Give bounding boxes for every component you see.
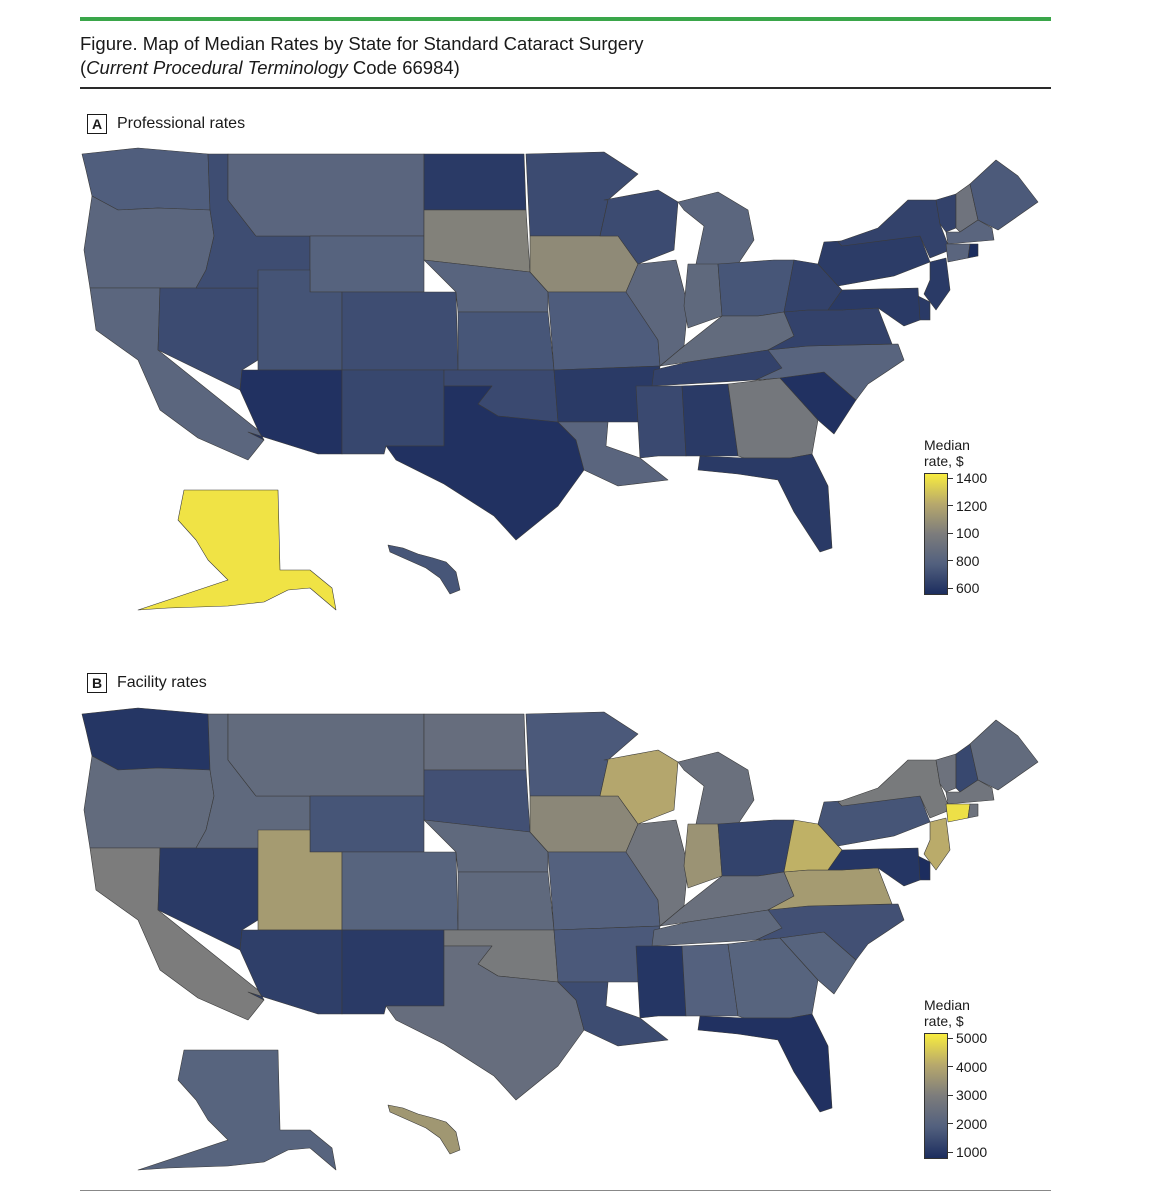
state-al xyxy=(681,943,739,1017)
state-me xyxy=(969,159,1039,231)
legend-title-a: Median rate, $ xyxy=(924,437,970,469)
panel-b-title: Facility rates xyxy=(117,674,207,691)
state-tx xyxy=(385,945,585,1101)
figure-title-line2: (Current Procedural Terminology Code 669… xyxy=(80,57,460,78)
state-wy xyxy=(309,795,425,853)
state-nj xyxy=(923,257,951,311)
bottom-divider xyxy=(80,1190,1051,1191)
legend-scale-b: 5000 4000 3000 2000 1000 xyxy=(924,1030,1044,1160)
state-ak xyxy=(137,489,337,611)
state-nm xyxy=(341,929,445,1015)
title-divider xyxy=(80,87,1051,89)
panel-a-header: A Professional rates xyxy=(87,114,245,134)
state-co xyxy=(341,851,459,931)
state-hi xyxy=(387,544,461,595)
state-pa xyxy=(817,235,931,287)
state-tx xyxy=(385,385,585,541)
state-fl xyxy=(697,1013,833,1113)
figure-title-line1: Figure. Map of Median Rates by State for… xyxy=(80,33,644,54)
legend-colorbar-a xyxy=(924,473,948,595)
state-md xyxy=(827,847,921,887)
legend-tick: 1400 xyxy=(948,470,987,486)
panel-b-header: B Facility rates xyxy=(87,673,207,693)
state-il xyxy=(625,819,689,927)
state-or xyxy=(83,195,215,289)
state-ny xyxy=(837,199,951,259)
state-pa xyxy=(817,795,931,847)
state-ar xyxy=(553,925,661,983)
legend-tick: 800 xyxy=(948,553,979,569)
legend-tick: 600 xyxy=(948,580,979,596)
state-ri xyxy=(967,803,979,819)
legend-tick: 1200 xyxy=(948,498,987,514)
legend-tick: 5000 xyxy=(948,1030,987,1046)
legend-tick: 4000 xyxy=(948,1059,987,1075)
state-nj xyxy=(923,817,951,871)
figure-title: Figure. Map of Median Rates by State for… xyxy=(80,32,1051,80)
professional-rates-legend: Median rate, $ 1400 1200 100 800 600 xyxy=(924,437,1044,596)
state-wy xyxy=(309,235,425,293)
legend-colorbar-b xyxy=(924,1033,948,1159)
state-nd xyxy=(423,153,527,211)
legend-tick: 100 xyxy=(948,525,979,541)
cpt-italic: Current Procedural Terminology xyxy=(86,57,348,78)
state-la xyxy=(557,421,669,487)
state-nm xyxy=(341,369,445,455)
state-md xyxy=(827,287,921,327)
state-vt xyxy=(935,753,957,793)
state-il xyxy=(625,259,689,367)
state-oh xyxy=(717,819,795,877)
state-ak xyxy=(137,1049,337,1171)
state-hi xyxy=(387,1104,461,1155)
state-ks xyxy=(457,871,555,931)
panel-a-letter: A xyxy=(87,114,107,134)
state-or xyxy=(83,755,215,849)
state-ia xyxy=(529,235,639,293)
state-mt xyxy=(227,153,425,237)
state-in xyxy=(683,823,723,889)
state-la xyxy=(557,981,669,1047)
state-in xyxy=(683,263,723,329)
state-co xyxy=(341,291,459,371)
state-oh xyxy=(717,259,795,317)
panel-b-letter: B xyxy=(87,673,107,693)
state-mi xyxy=(677,191,755,271)
legend-tick: 1000 xyxy=(948,1144,987,1160)
state-ct xyxy=(945,803,971,823)
state-nd xyxy=(423,713,527,771)
panel-a-title: Professional rates xyxy=(117,115,246,132)
state-vt xyxy=(935,193,957,233)
state-ny xyxy=(837,759,951,819)
state-me xyxy=(969,719,1039,791)
legend-tick: 3000 xyxy=(948,1087,987,1103)
professional-rates-map xyxy=(81,147,1039,611)
state-ri xyxy=(967,243,979,259)
state-ms xyxy=(635,945,687,1019)
legend-title-b: Median rate, $ xyxy=(924,997,970,1029)
accent-rule xyxy=(80,17,1051,21)
legend-scale-a: 1400 1200 100 800 600 xyxy=(924,470,1044,596)
state-ct xyxy=(945,243,971,263)
state-ar xyxy=(553,365,661,423)
state-mt xyxy=(227,713,425,797)
legend-tick: 2000 xyxy=(948,1116,987,1132)
state-ks xyxy=(457,311,555,371)
state-fl xyxy=(697,453,833,553)
facility-rates-map xyxy=(81,707,1039,1171)
facility-rates-legend: Median rate, $ 5000 4000 3000 2000 1000 xyxy=(924,997,1044,1160)
state-ms xyxy=(635,385,687,459)
state-ia xyxy=(529,795,639,853)
state-mi xyxy=(677,751,755,831)
state-al xyxy=(681,383,739,457)
